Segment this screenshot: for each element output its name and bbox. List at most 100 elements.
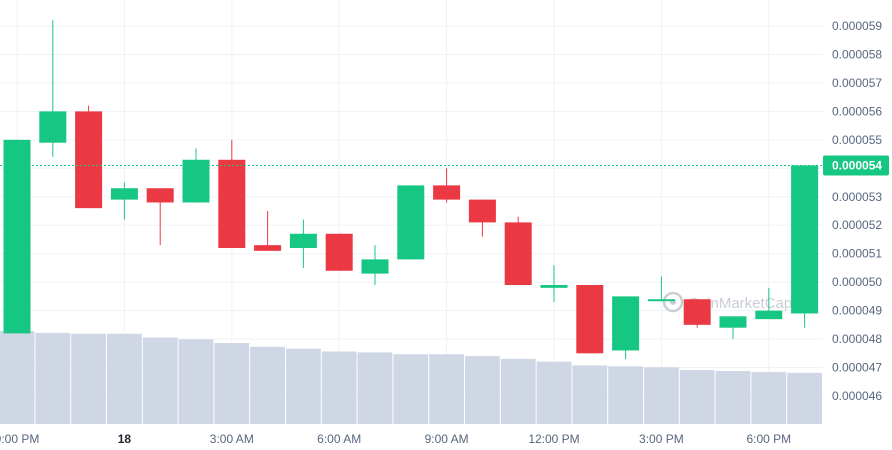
- candle-body: [612, 296, 640, 351]
- candle: [433, 168, 461, 203]
- y-tick-label: 0.000048: [832, 332, 882, 346]
- candle: [146, 188, 174, 246]
- x-tick-label: 18: [118, 432, 132, 446]
- candle-body: [397, 185, 425, 260]
- volume-bar: [751, 371, 787, 424]
- volume-bar: [178, 339, 214, 424]
- candle: [110, 182, 138, 220]
- candle: [361, 245, 389, 285]
- candle: [75, 105, 103, 209]
- volume-bar: [500, 358, 536, 424]
- candle: [397, 185, 425, 260]
- candle: [683, 299, 711, 328]
- candle: [468, 199, 496, 237]
- y-tick-label: 0.000049: [832, 304, 882, 318]
- candle-body: [683, 299, 711, 325]
- volume-bar: [787, 372, 822, 424]
- candle: [719, 316, 747, 340]
- candle-body: [504, 222, 532, 285]
- volume-bar: [286, 348, 321, 424]
- candle-body: [182, 159, 210, 203]
- y-tick-label: 0.000057: [832, 76, 882, 90]
- current-price-label-text: 0.000054: [832, 158, 882, 172]
- candle-body: [75, 111, 103, 209]
- candle-body: [433, 185, 461, 200]
- y-tick-label: 0.000058: [832, 47, 882, 61]
- volume-bar: [536, 361, 572, 424]
- volume-bar: [71, 333, 106, 424]
- volume-bar: [214, 343, 250, 424]
- watermark: CoinMarketCap: [662, 291, 792, 313]
- volume-bar: [572, 365, 608, 424]
- candle: [39, 20, 67, 157]
- x-tick-label: 3:00 PM: [639, 432, 684, 446]
- candle-body: [289, 233, 317, 248]
- volume-bar: [321, 351, 357, 424]
- volume-bar: [644, 367, 679, 424]
- candle-body: [755, 310, 783, 320]
- volume-bar: [429, 354, 464, 424]
- volume-bar: [142, 337, 178, 424]
- candle-body: [218, 159, 246, 248]
- candle: [3, 139, 31, 334]
- y-tick-label: 0.000056: [832, 104, 882, 118]
- candle-body: [110, 188, 138, 200]
- candle-body: [3, 139, 31, 334]
- candle: [612, 296, 640, 359]
- x-tick-label: 6:00 PM: [746, 432, 791, 446]
- candle: [791, 165, 819, 328]
- watermark-text: CoinMarketCap: [688, 295, 792, 312]
- y-tick-label: 0.000053: [832, 190, 882, 204]
- volume-bar: [0, 331, 35, 424]
- candle-body: [361, 259, 389, 274]
- coinmarketcap-logo-icon: [662, 291, 684, 313]
- volume-bar: [608, 366, 643, 424]
- y-tick-label: 0.000047: [832, 361, 882, 375]
- x-tick-label: 3:00 AM: [210, 432, 254, 446]
- candle-body: [39, 111, 67, 143]
- candle: [254, 211, 282, 251]
- y-tick-label: 0.000046: [832, 389, 882, 403]
- volume-bar: [35, 332, 71, 424]
- candle: [576, 285, 604, 354]
- y-tick-label: 0.000052: [832, 218, 882, 232]
- y-tick-label: 0.000059: [832, 19, 882, 33]
- x-tick-label: 6:00 AM: [317, 432, 361, 446]
- candle: [289, 219, 317, 268]
- candle: [504, 216, 532, 285]
- x-tick-label: 12:00 PM: [528, 432, 579, 446]
- y-axis: 0.000059 0.000058 0.000057 0.000056 0.000055…: [832, 19, 882, 403]
- candle-body: [254, 245, 282, 251]
- volume-bars: [0, 331, 822, 424]
- candle: [647, 276, 675, 302]
- current-price-label: 0.000054: [823, 155, 889, 176]
- volume-bar: [107, 333, 142, 424]
- candles: [3, 20, 819, 359]
- candle-body: [647, 299, 675, 302]
- volume-bar: [679, 370, 715, 424]
- candle-body: [791, 165, 819, 314]
- candle-body: [468, 199, 496, 223]
- volume-bar: [357, 352, 393, 424]
- candle: [540, 265, 568, 303]
- candle-body: [325, 233, 353, 271]
- candle-body: [146, 188, 174, 203]
- current-price-label-bg: [823, 155, 889, 176]
- candle-body: [719, 316, 747, 328]
- volume-bar: [393, 354, 429, 424]
- y-tick-label: 0.000051: [832, 247, 882, 261]
- y-tick-label: 0.000050: [832, 275, 882, 289]
- candle-body: [540, 285, 568, 288]
- volume-bar: [465, 356, 500, 424]
- x-tick-label: 9:00 PM: [0, 432, 39, 446]
- candle: [755, 287, 783, 320]
- volume-bar: [250, 346, 285, 424]
- candle: [218, 139, 246, 248]
- y-tick-label: 0.000055: [832, 133, 882, 147]
- x-axis: 9:00 PM 18 3:00 AM 6:00 AM 9:00 AM 12:00 PM 3:…: [0, 432, 791, 446]
- candle: [325, 233, 353, 271]
- candle-body: [576, 285, 604, 354]
- volume-bar: [715, 370, 751, 424]
- x-tick-label: 9:00 AM: [425, 432, 469, 446]
